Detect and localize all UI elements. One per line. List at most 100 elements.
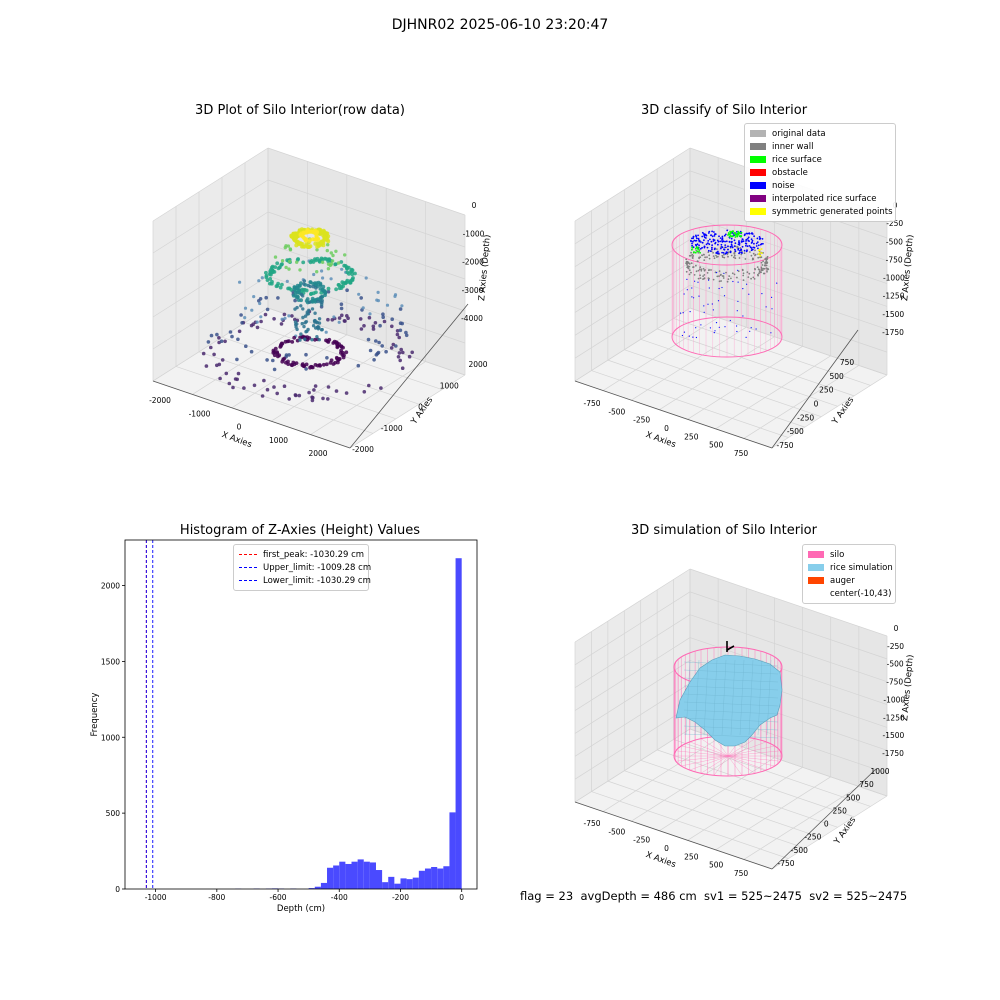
histogram-bar [418,870,425,889]
grid-line [591,791,789,859]
inner-wall-point [728,275,731,277]
inner-wall-point [765,267,768,269]
inner-wall-point [697,251,700,254]
inner-wall-point [710,269,712,271]
noise-point [741,245,744,248]
noise-point [723,295,726,297]
grid-line [673,318,871,386]
y-tick-label: 2000 [468,360,487,369]
pane-floor [153,308,465,448]
inner-wall-point [733,254,736,257]
y-axis-label: Frequency [90,693,100,737]
noise-point [724,233,727,236]
scatter-point [326,286,331,291]
x-tick-label: -600 [270,893,287,902]
scatter-point [326,267,331,271]
noise-point [717,250,719,253]
surface-mesh-line [683,669,779,675]
x-tick-label: 0 [664,424,669,433]
grid-line [574,682,691,757]
noise-point [705,243,708,246]
legend-swatch [750,169,766,176]
noise-point [733,239,736,242]
scatter-point [294,322,298,327]
noise-point [686,289,688,291]
scatter-point [293,320,298,324]
noise-point [711,235,714,238]
inner-wall-point [700,268,703,271]
x-axis-label: Depth (cm) [277,904,325,914]
scatter-point [237,329,242,334]
noise-point [703,305,705,307]
noise-point [728,240,731,243]
z-tick-label: -1500 [882,310,904,319]
scatter-point [272,353,277,358]
grid-line [689,637,888,705]
noise-point [706,246,709,249]
z-tick-label: -500 [887,660,904,669]
noise-point [711,246,713,249]
scatter-point [264,270,268,275]
scatter-point [331,253,335,258]
surface-mesh-line [683,685,779,691]
inner-wall-point [765,264,768,267]
scatter-point [294,239,299,244]
noise-point [713,235,716,237]
inner-wall-point [760,269,763,272]
noise-point [720,247,722,250]
scatter-point [269,281,274,286]
inner-wall-point [738,257,741,259]
scatter-point [298,335,302,340]
inner-wall-point [741,269,744,272]
inner-wall-point [726,253,729,256]
surface-mesh-line [683,725,779,731]
scatter-point [315,335,319,339]
noise-point [742,315,744,317]
y-tick-label: 250 [833,806,848,815]
inner-wall-point [760,271,762,274]
y-tick-label: -500 [787,427,804,436]
x-tick-label: -500 [608,407,625,416]
rice-surface-point [730,231,733,233]
scatter-point [356,363,361,368]
symmetric-point [757,253,760,256]
grid-line [743,786,860,860]
scatter-point [400,304,404,308]
inner-wall-point [706,272,709,274]
rice-surface-point [691,248,693,251]
noise-point [714,233,716,235]
noise-point [701,241,704,244]
grid-line [574,216,691,290]
scatter-point [389,346,394,350]
scatter-point [244,344,248,349]
scatter-point [264,273,269,278]
scatter-point [260,394,265,398]
noise-point [727,245,729,248]
histogram-bar [333,865,340,889]
scatter-point [393,293,398,297]
noise-point [705,234,708,237]
y-axis-line [349,303,469,449]
noise-point [738,242,741,245]
noise-point [690,240,692,243]
scatter-point [380,344,385,348]
inner-wall-point [743,252,746,255]
grid-line [687,345,803,420]
noise-point [718,287,720,290]
noise-point [762,242,764,245]
scatter-point [333,262,338,266]
inner-wall-point [740,253,743,256]
noise-point [708,243,711,246]
surface-mesh-line [685,659,691,736]
grid-line [221,336,420,405]
inner-wall-point [716,248,718,251]
inner-wall-point [758,272,760,275]
symmetric-point [758,251,761,254]
noise-point [707,242,709,245]
noise-point [713,231,715,233]
histogram-bar [345,863,352,889]
noise-point [709,327,712,329]
scatter-point [321,276,325,280]
scatter-point [368,312,372,316]
scatter-point [321,287,325,292]
